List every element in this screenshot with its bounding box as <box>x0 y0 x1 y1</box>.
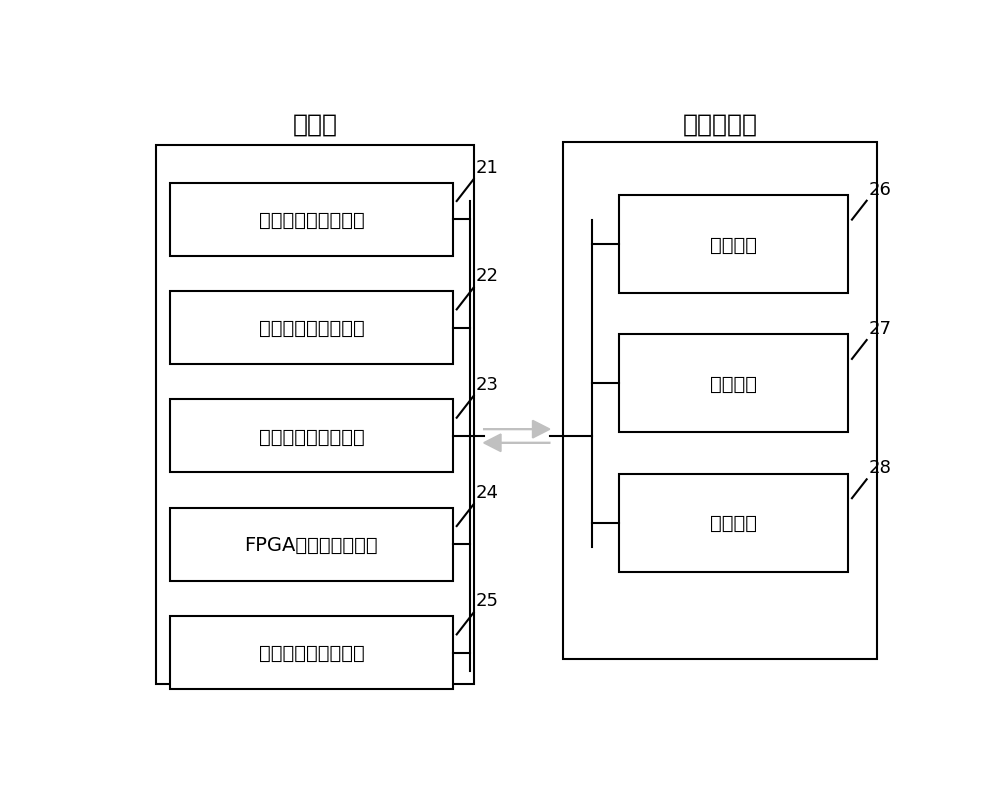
Bar <box>170 617 453 689</box>
Bar <box>170 400 453 473</box>
Text: 25: 25 <box>476 592 499 609</box>
Text: 实时接口驱动模块库: 实时接口驱动模块库 <box>259 427 364 446</box>
Text: 运行模块: 运行模块 <box>710 374 757 393</box>
Text: 28: 28 <box>869 459 892 477</box>
Text: 24: 24 <box>476 483 499 501</box>
Text: 实时目标机: 实时目标机 <box>683 112 758 137</box>
Bar <box>619 335 848 433</box>
Text: 模型搭建及测试模块: 模型搭建及测试模块 <box>259 319 364 338</box>
Bar <box>170 184 453 256</box>
Bar <box>619 474 848 572</box>
FancyArrow shape <box>484 434 550 452</box>
Text: 代码生成及编译模块: 代码生成及编译模块 <box>259 643 364 662</box>
Text: 26: 26 <box>869 181 892 198</box>
Text: 下载模块: 下载模块 <box>710 235 757 255</box>
Text: 仿真监控和调试模块: 仿真监控和调试模块 <box>259 210 364 230</box>
Text: 27: 27 <box>869 320 892 337</box>
Bar <box>563 143 877 659</box>
Bar <box>619 196 848 294</box>
FancyArrow shape <box>484 421 550 438</box>
Text: 22: 22 <box>476 267 499 285</box>
Text: 23: 23 <box>476 375 499 393</box>
Bar <box>170 508 453 581</box>
Bar <box>170 291 453 365</box>
Text: 21: 21 <box>476 159 499 177</box>
Text: 上位机: 上位机 <box>292 112 337 137</box>
Bar <box>156 146 474 684</box>
Text: 反馈模块: 反馈模块 <box>710 513 757 532</box>
Text: FPGA模型编程工具箱: FPGA模型编程工具箱 <box>245 535 378 554</box>
